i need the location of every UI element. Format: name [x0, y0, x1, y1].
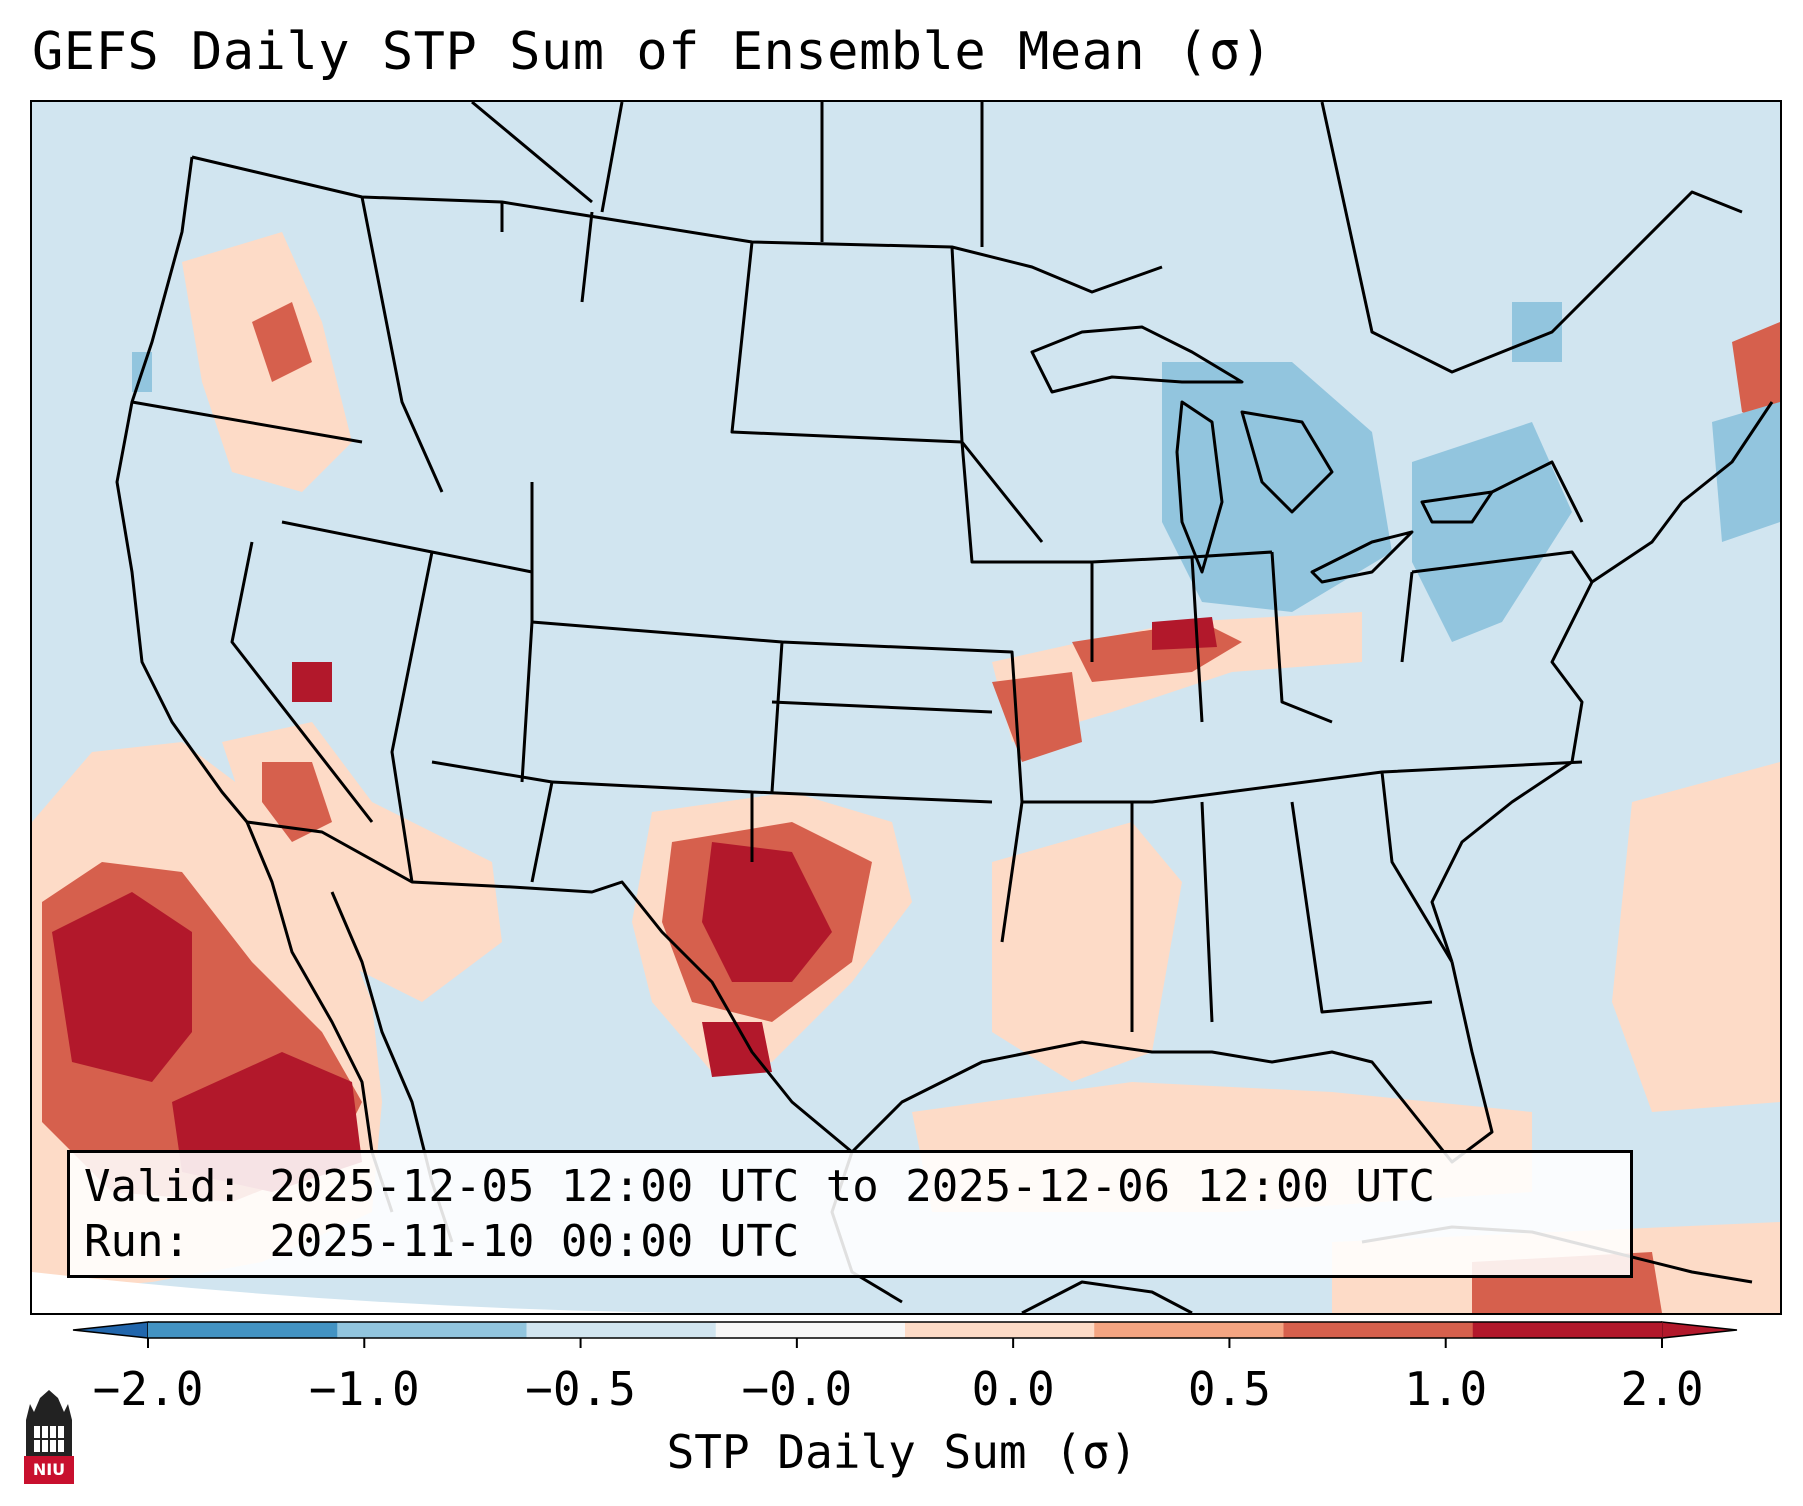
lake-ontario	[1420, 490, 1494, 524]
colorbar-tick-label: −0.5	[525, 1362, 636, 1416]
anomaly-atlantic	[1612, 762, 1780, 1112]
anomaly-pacific-max	[52, 892, 192, 1082]
anomaly-nevada-pixels	[292, 662, 332, 702]
anomaly-texas-south	[702, 1022, 772, 1077]
us-mexico-border	[246, 820, 853, 1154]
map-svg	[32, 102, 1780, 1313]
colorbar-segment	[905, 1322, 1095, 1338]
colorbar-tick-label: 2.0	[1620, 1362, 1704, 1416]
colorbar-segment	[1472, 1322, 1663, 1338]
boundaries	[115, 102, 1774, 1313]
anomaly-missouri	[992, 672, 1082, 762]
colorbar-tick-label: 0.5	[1187, 1362, 1271, 1416]
lake-michigan	[1175, 400, 1224, 574]
state-lines-east	[960, 441, 1583, 1032]
anomaly-arizona	[262, 762, 332, 842]
lake-erie	[1310, 530, 1414, 584]
anomaly-new-england-coast	[1732, 322, 1780, 432]
state-lines-north	[360, 196, 1044, 543]
projection-edge	[32, 1272, 832, 1313]
colorbar-tick-label: 1.0	[1404, 1362, 1488, 1416]
colorbar-segment	[526, 1322, 717, 1338]
gulf-coast	[850, 961, 1494, 1164]
niu-logo-text: NIU	[32, 1460, 66, 1479]
west-coast	[115, 156, 249, 823]
lake-huron	[1240, 410, 1334, 514]
colorbar-segment	[1283, 1322, 1474, 1338]
colorbar-tick-label: −2.0	[92, 1362, 204, 1416]
colorbar-outline	[148, 1321, 1662, 1339]
colorbar-segment	[715, 1322, 906, 1338]
anomaly-quebec-negative	[1512, 302, 1562, 362]
colorbar-segment	[148, 1322, 338, 1338]
atlantic-coast	[1430, 401, 1774, 963]
colorbar-tick-label: −0.0	[741, 1362, 853, 1416]
yucatan-coast	[1021, 1280, 1193, 1313]
anomaly-maritime-negative	[1712, 402, 1780, 542]
lake-superior	[1030, 325, 1244, 394]
canada-lines	[471, 102, 1743, 374]
anomaly-texas-core	[702, 842, 832, 982]
anomaly-northeast-negative	[1412, 422, 1572, 642]
colorbar-tick-label: 0.0	[971, 1362, 1055, 1416]
colorbar-segment	[337, 1322, 527, 1338]
state-lines-central	[520, 482, 1024, 943]
colorbar-extend-low	[72, 1321, 149, 1339]
valid-time-line: Valid: 2025-12-05 12:00 UTC to 2025-12-0…	[84, 1161, 1436, 1212]
map-panel	[30, 100, 1782, 1315]
colorbar-tick-label: −1.0	[308, 1362, 420, 1416]
colorbar-label: STP Daily Sum (σ)	[666, 1425, 1138, 1479]
valid-run-info-box: Valid: 2025-12-05 12:00 UTC to 2025-12-0…	[67, 1150, 1633, 1278]
chart-title: GEFS Daily STP Sum of Ensemble Mean (σ)	[32, 22, 1273, 82]
anomaly-great-lakes-negative	[1162, 362, 1392, 612]
state-lines-west	[131, 400, 554, 883]
niu-logo-icon	[24, 1390, 74, 1484]
colorbar-segment	[1094, 1322, 1284, 1338]
anomaly-mississippi-valley	[992, 822, 1182, 1082]
anomaly-pnw-core	[252, 302, 312, 382]
state-lines-northeast	[1400, 460, 1594, 663]
run-time-line: Run: 2025-11-10 00:00 UTC	[84, 1216, 800, 1267]
stp-anomaly-field	[32, 232, 1780, 1313]
colorbar-extend-high	[1661, 1321, 1738, 1339]
anomaly-midwest-max	[1152, 617, 1217, 650]
us-canada-border	[191, 155, 1163, 294]
niu-logo: NIU	[20, 1390, 78, 1486]
